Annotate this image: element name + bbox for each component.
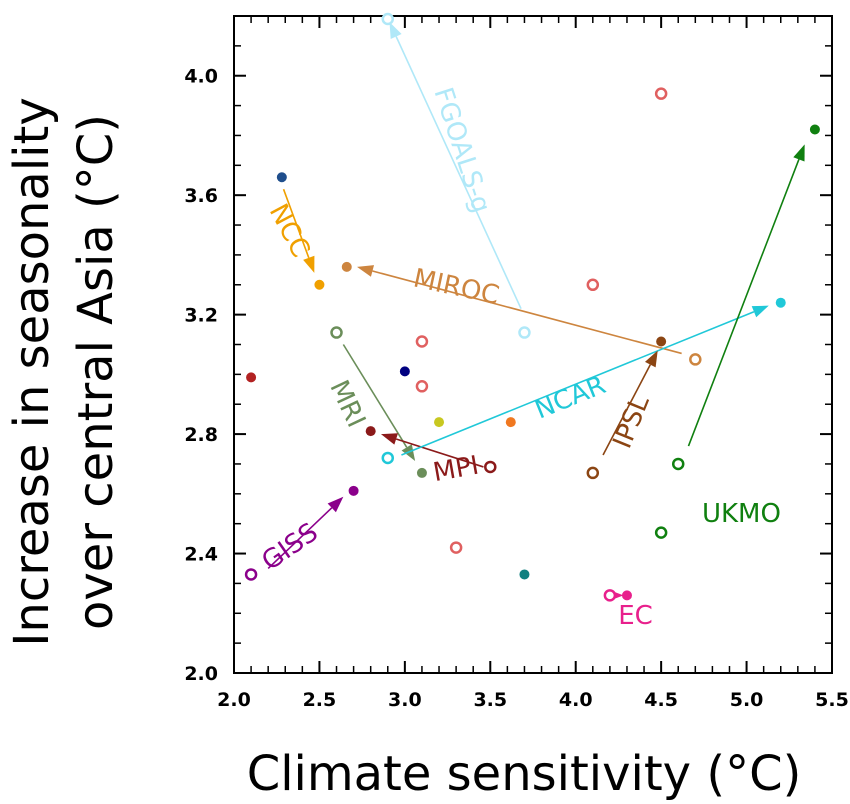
data-point-open bbox=[654, 526, 668, 539]
arrow-ncar bbox=[401, 305, 769, 456]
y-tick-label: 4.0 bbox=[184, 66, 218, 88]
arrow-shaft bbox=[687, 159, 800, 447]
x-tick-label: 2.5 bbox=[303, 689, 337, 711]
data-point-open bbox=[484, 460, 497, 474]
x-tick-label: 3.5 bbox=[473, 689, 507, 711]
data-point-open bbox=[671, 457, 685, 471]
model-label-giss: GISS bbox=[257, 517, 324, 576]
model-label-ipsl: IPSL bbox=[608, 391, 656, 453]
arrow-shaft bbox=[395, 438, 484, 468]
data-point-filled bbox=[348, 485, 359, 496]
data-point-filled bbox=[399, 366, 410, 377]
y-tick-label: 2.4 bbox=[184, 544, 218, 566]
arrow-head bbox=[327, 496, 344, 513]
y-axis-title-line-2: over central Asia (°C) bbox=[68, 114, 124, 630]
model-arrows bbox=[267, 21, 805, 602]
data-point-open bbox=[689, 353, 702, 366]
arrow-fgoals-g bbox=[389, 21, 522, 309]
arrow-head bbox=[303, 255, 315, 273]
x-tick-label: 5.0 bbox=[730, 689, 764, 711]
model-label-ncar: NCAR bbox=[531, 370, 610, 425]
x-tick-label: 5.5 bbox=[815, 689, 849, 711]
data-point-open bbox=[654, 87, 668, 100]
arrow-shaft bbox=[395, 36, 522, 309]
y-tick-label: 2.0 bbox=[184, 663, 218, 685]
arrow-shaft bbox=[282, 188, 310, 259]
data-point-filled bbox=[365, 426, 376, 437]
model-label-miroc: MIROC bbox=[411, 264, 502, 311]
model-label-mpi: MPI bbox=[431, 451, 481, 488]
arrow-shaft bbox=[602, 364, 652, 456]
arrow-head bbox=[751, 305, 769, 318]
data-point-filled bbox=[621, 590, 632, 601]
axis-ticks bbox=[233, 15, 833, 674]
model-label-fgoals-g: FGOALS-g bbox=[427, 84, 496, 217]
arrow-ukmo bbox=[687, 144, 805, 447]
y-tick-label: 3.2 bbox=[184, 305, 218, 327]
data-point-filled bbox=[246, 372, 257, 383]
data-point-filled bbox=[809, 124, 820, 135]
x-axis-title: Climate sensitivity (°C) bbox=[247, 746, 802, 802]
data-point-open bbox=[586, 466, 600, 480]
arrow-mpi bbox=[380, 433, 484, 468]
x-tick-label: 3.0 bbox=[388, 689, 422, 711]
y-tick-label: 2.8 bbox=[184, 424, 218, 446]
arrow-ncc bbox=[282, 188, 315, 273]
arrow-head bbox=[357, 265, 375, 277]
data-point-filled bbox=[341, 261, 352, 272]
arrow-shaft bbox=[372, 270, 682, 355]
tick-labels: 2.0 2.5 3.0 3.5 4.0 4.5 5.0 5.5 2.0 2.4 2.8 3.2 3.6 4… bbox=[184, 66, 849, 711]
x-tick-label: 2.0 bbox=[217, 689, 251, 711]
data-point-filled bbox=[276, 172, 287, 183]
y-axis-title: Increase in seasonality over central Asi… bbox=[4, 97, 124, 646]
data-point-open bbox=[415, 335, 429, 348]
arrow-shaft bbox=[267, 507, 333, 570]
plot-frame bbox=[233, 15, 833, 674]
data-point-filled bbox=[434, 417, 445, 428]
arrow-ipsl bbox=[602, 350, 658, 456]
data-points bbox=[244, 12, 820, 602]
data-point-filled bbox=[416, 467, 427, 478]
data-point-filled bbox=[656, 336, 667, 347]
model-label-mri: MRI bbox=[323, 376, 371, 432]
y-axis-title-line-1: Increase in seasonality bbox=[4, 97, 60, 646]
model-label-ukmo: UKMO bbox=[702, 499, 781, 529]
data-point-open bbox=[586, 278, 600, 292]
data-point-open bbox=[381, 12, 395, 26]
data-point-filled bbox=[519, 569, 530, 580]
arrow-shaft bbox=[342, 344, 408, 448]
x-tick-label: 4.5 bbox=[644, 689, 678, 711]
model-label-ec: EC bbox=[618, 601, 653, 631]
data-point-open bbox=[381, 451, 395, 465]
arrow-shaft bbox=[401, 310, 755, 456]
arrow-head bbox=[793, 144, 805, 162]
data-point-filled bbox=[775, 297, 786, 308]
x-tick-label: 4.0 bbox=[559, 689, 593, 711]
data-point-filled bbox=[505, 417, 516, 428]
data-point-filled bbox=[314, 279, 325, 290]
data-point-open bbox=[518, 326, 531, 339]
y-tick-label: 3.6 bbox=[184, 185, 218, 207]
arrow-head bbox=[644, 350, 658, 368]
arrow-head bbox=[389, 21, 402, 40]
data-point-open bbox=[330, 326, 343, 339]
arrow-head bbox=[380, 433, 399, 445]
data-point-open bbox=[449, 541, 463, 554]
data-point-open bbox=[415, 380, 429, 393]
arrow-giss bbox=[267, 496, 344, 570]
arrow-miroc bbox=[357, 265, 682, 355]
data-point-open bbox=[603, 589, 617, 602]
data-point-open bbox=[244, 568, 258, 581]
